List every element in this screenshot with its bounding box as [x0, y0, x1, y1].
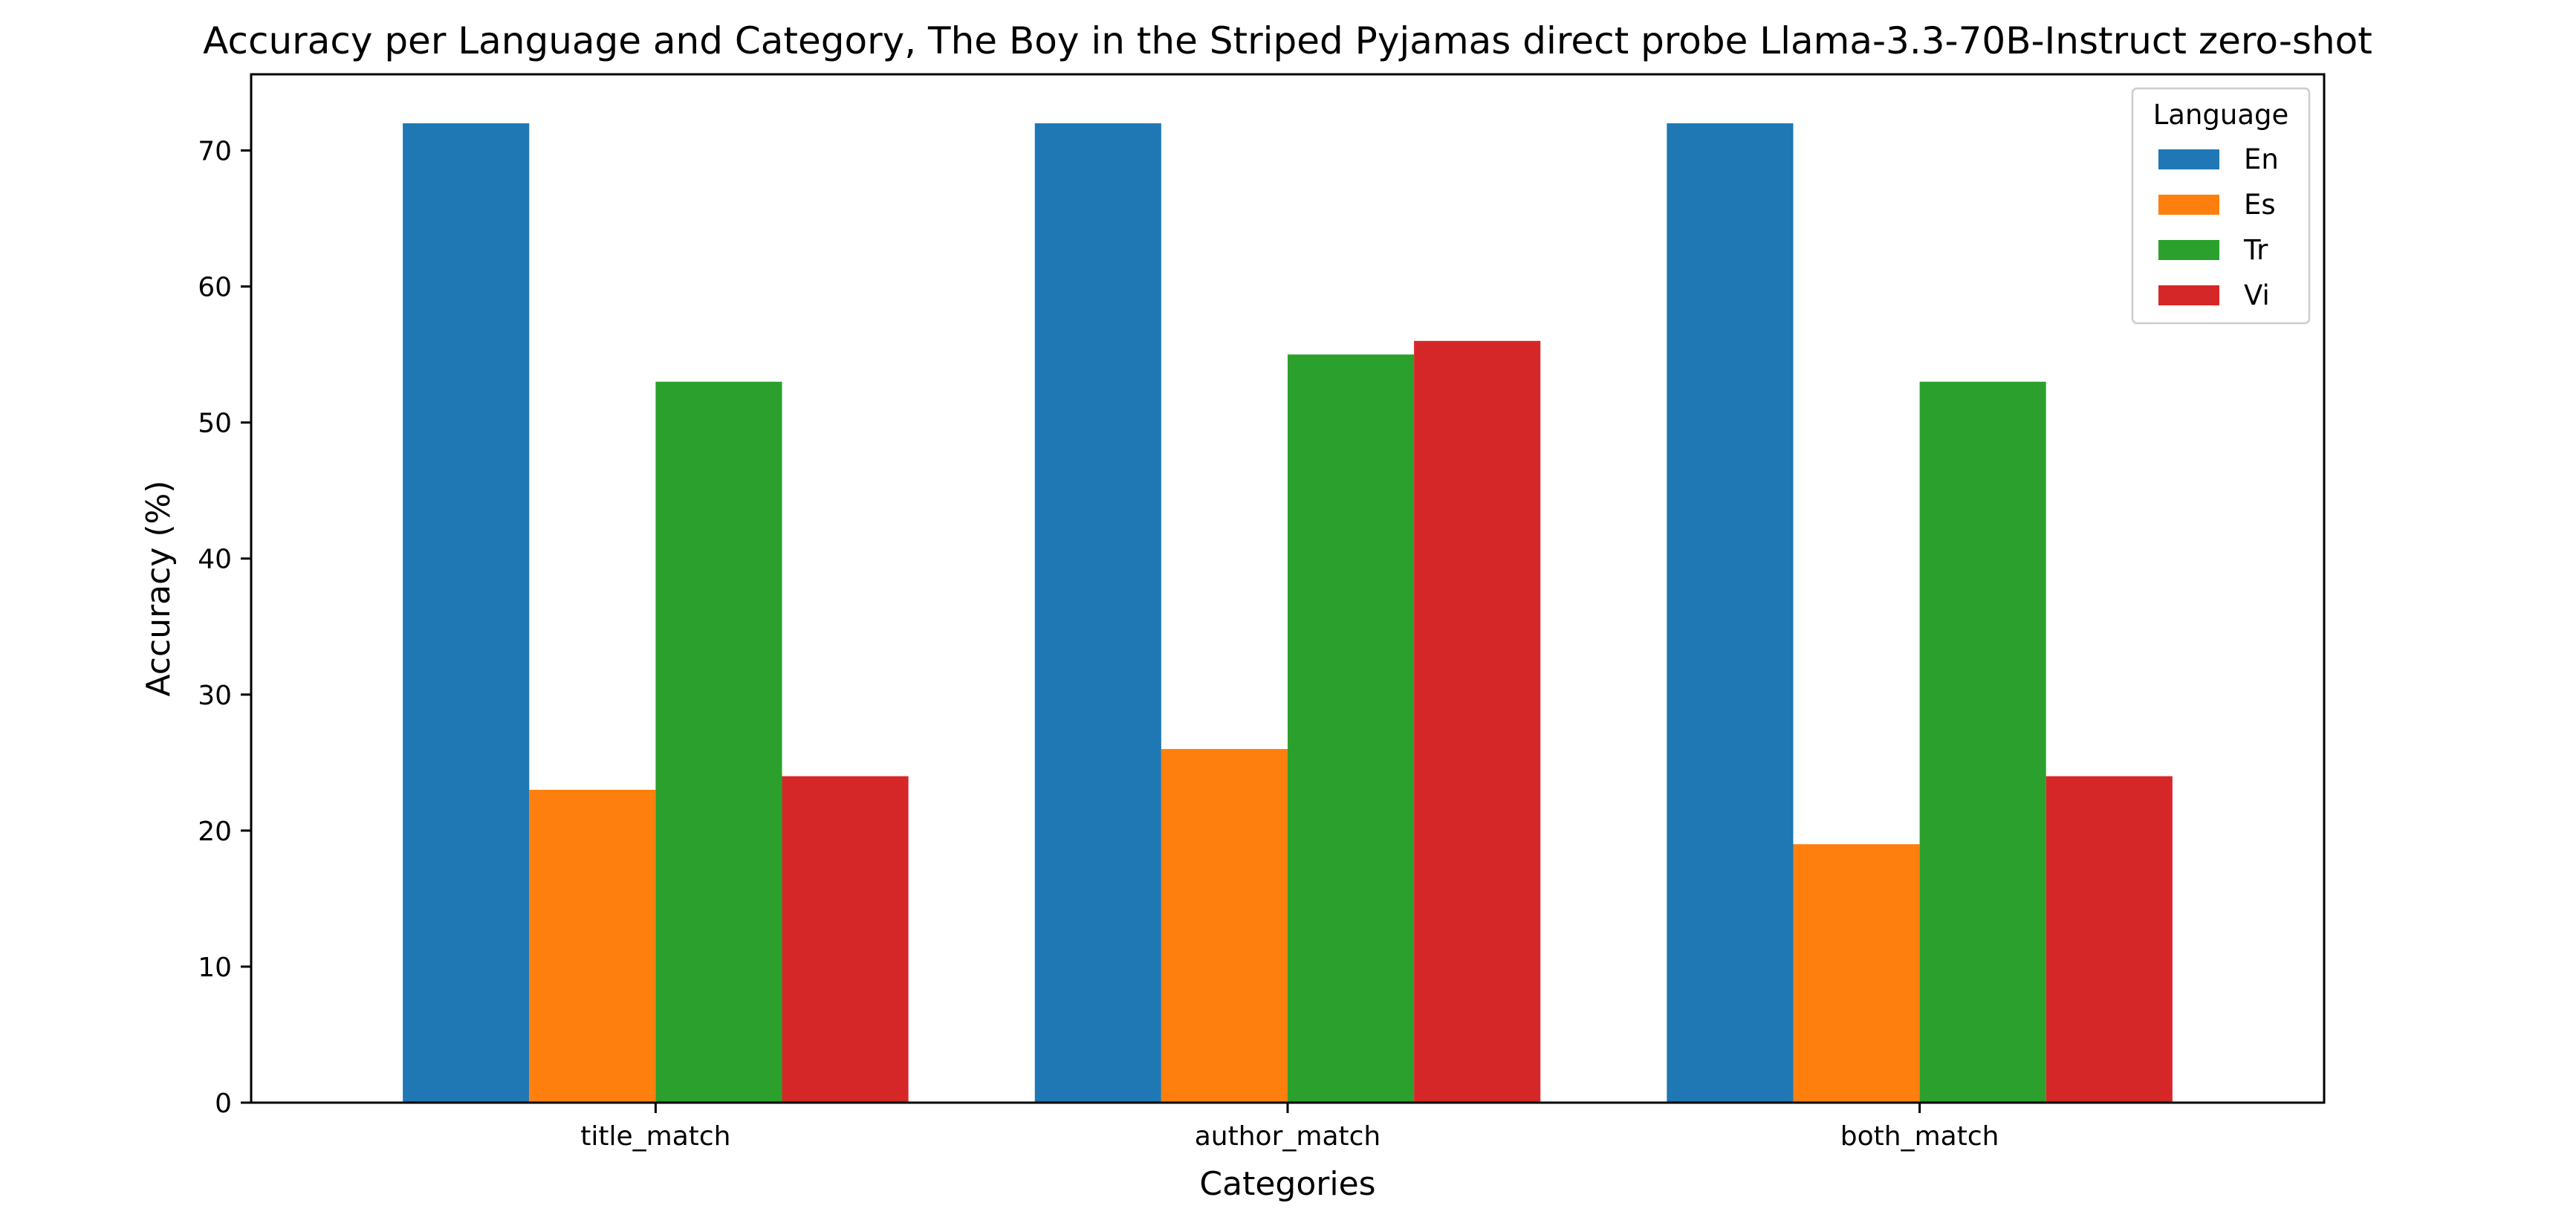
- legend-box: [2131, 87, 2311, 325]
- chart-title: Accuracy per Language and Category, The …: [203, 19, 2372, 62]
- bar-vi-author-match: [1414, 340, 1541, 1103]
- y-tick-label: 0: [215, 1089, 232, 1119]
- bar-tr-author-match: [1288, 354, 1415, 1103]
- x-tick-label: title_match: [580, 1121, 730, 1152]
- y-tick-label: 60: [198, 273, 232, 303]
- legend-title: Language: [2153, 99, 2289, 131]
- legend-swatch-es: [2158, 195, 2219, 215]
- legend-label-vi: Vi: [2244, 279, 2270, 311]
- legend: Language En Es Tr Vi: [2131, 87, 2311, 325]
- bars-group: [403, 123, 2173, 1103]
- y-tick-label: 20: [198, 817, 232, 847]
- bar-tr-both-match: [1919, 381, 2046, 1103]
- bar-en-title-match: [403, 123, 530, 1103]
- bar-es-both-match: [1793, 844, 1920, 1103]
- y-axis-ticks: 0 10 20 30 40 50 60 70: [198, 137, 251, 1119]
- y-tick-label: 70: [198, 137, 232, 167]
- x-axis-ticks: title_match author_match both_match: [580, 1103, 1999, 1152]
- y-tick-label: 10: [198, 953, 232, 983]
- y-tick-label: 50: [198, 409, 232, 439]
- plot-frame: [250, 73, 2326, 1104]
- bar-en-author-match: [1034, 123, 1161, 1103]
- bar-vi-title-match: [782, 776, 909, 1103]
- legend-swatch-vi: [2158, 285, 2219, 305]
- y-tick-label: 30: [198, 681, 232, 711]
- legend-swatch-tr: [2158, 240, 2219, 260]
- bar-es-author-match: [1161, 749, 1288, 1103]
- bar-en-both-match: [1667, 123, 1794, 1103]
- bar-tr-title-match: [655, 381, 782, 1103]
- x-tick-label: author_match: [1195, 1121, 1381, 1152]
- y-tick-label: 40: [198, 545, 232, 575]
- legend-label-tr: Tr: [2243, 234, 2268, 266]
- bar-es-title-match: [529, 789, 656, 1103]
- x-tick-label: both_match: [1840, 1121, 1999, 1152]
- legend-label-en: En: [2244, 143, 2279, 175]
- x-axis-label: Categories: [1199, 1165, 1375, 1203]
- legend-swatch-en: [2158, 149, 2219, 169]
- legend-label-es: Es: [2244, 189, 2276, 221]
- legend-items: En Es Tr Vi: [2158, 143, 2279, 311]
- y-axis-label: Accuracy (%): [140, 480, 178, 696]
- bar-vi-both-match: [2045, 776, 2173, 1103]
